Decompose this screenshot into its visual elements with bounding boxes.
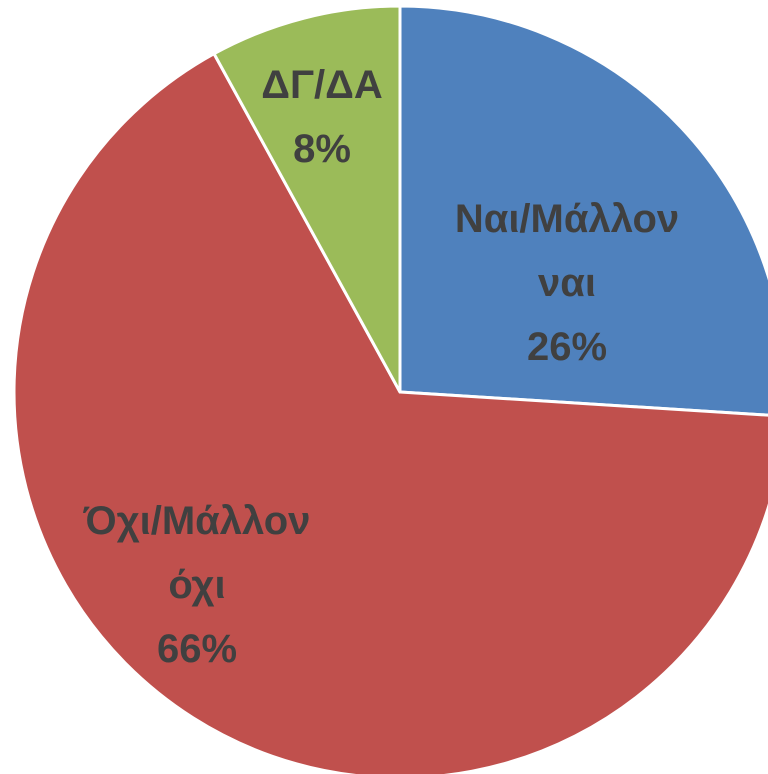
value-label: 8% bbox=[293, 127, 351, 171]
pie-slice bbox=[212, 4, 402, 393]
category-label: Όχι/Μάλλον όχι bbox=[83, 499, 311, 607]
category-label: Ναι/Μάλλον ναι bbox=[454, 197, 680, 305]
pie-slice bbox=[398, 4, 768, 417]
value-label: 26% bbox=[526, 325, 608, 369]
data-label: Ναι/Μάλλον ναι 26% bbox=[422, 187, 712, 379]
data-label: ΔΓ/ΔΑ 8% bbox=[177, 53, 467, 181]
data-label: Όχι/Μάλλον όχι 66% bbox=[52, 489, 342, 681]
pie-slice bbox=[12, 51, 768, 774]
value-label: 66% bbox=[156, 627, 238, 671]
category-label: ΔΓ/ΔΑ bbox=[261, 63, 383, 107]
